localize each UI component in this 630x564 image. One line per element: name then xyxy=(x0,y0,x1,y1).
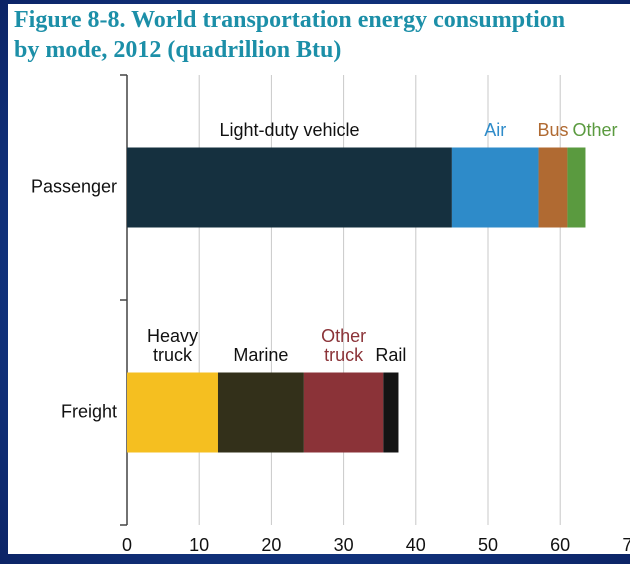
bar-segment xyxy=(217,372,304,453)
bar-segment xyxy=(127,372,218,453)
x-tick-label: 60 xyxy=(550,535,570,555)
chart-title: Figure 8-8. World transportation energy … xyxy=(14,7,566,63)
x-tick-label: 0 xyxy=(122,535,132,555)
segment-label: Bus xyxy=(537,119,569,140)
chart-panel xyxy=(8,4,630,554)
x-tick-label: 70 xyxy=(622,535,630,555)
segment-label: Heavy truck xyxy=(146,325,199,365)
segment-label: Light-duty vehicle xyxy=(219,119,360,140)
x-tick-label: 20 xyxy=(261,535,281,555)
bar-segment xyxy=(127,147,452,228)
x-tick-label: 10 xyxy=(189,535,209,555)
y-tick-label: Passenger xyxy=(31,176,117,196)
segment-label: Rail xyxy=(375,344,407,365)
segment-label: Other truck xyxy=(321,325,367,365)
bar-segment xyxy=(451,147,539,228)
x-tick-label: 50 xyxy=(478,535,498,555)
bar-segment xyxy=(303,372,384,453)
segment-label: Marine xyxy=(233,344,289,365)
bar-segment xyxy=(567,147,586,228)
segment-label: Other xyxy=(572,119,618,140)
y-tick-label: Freight xyxy=(61,401,117,421)
x-tick-label: 40 xyxy=(406,535,426,555)
segment-label: Air xyxy=(484,119,507,140)
bar-segment xyxy=(383,372,399,453)
x-tick-label: 30 xyxy=(334,535,354,555)
bar-segment xyxy=(538,147,568,228)
